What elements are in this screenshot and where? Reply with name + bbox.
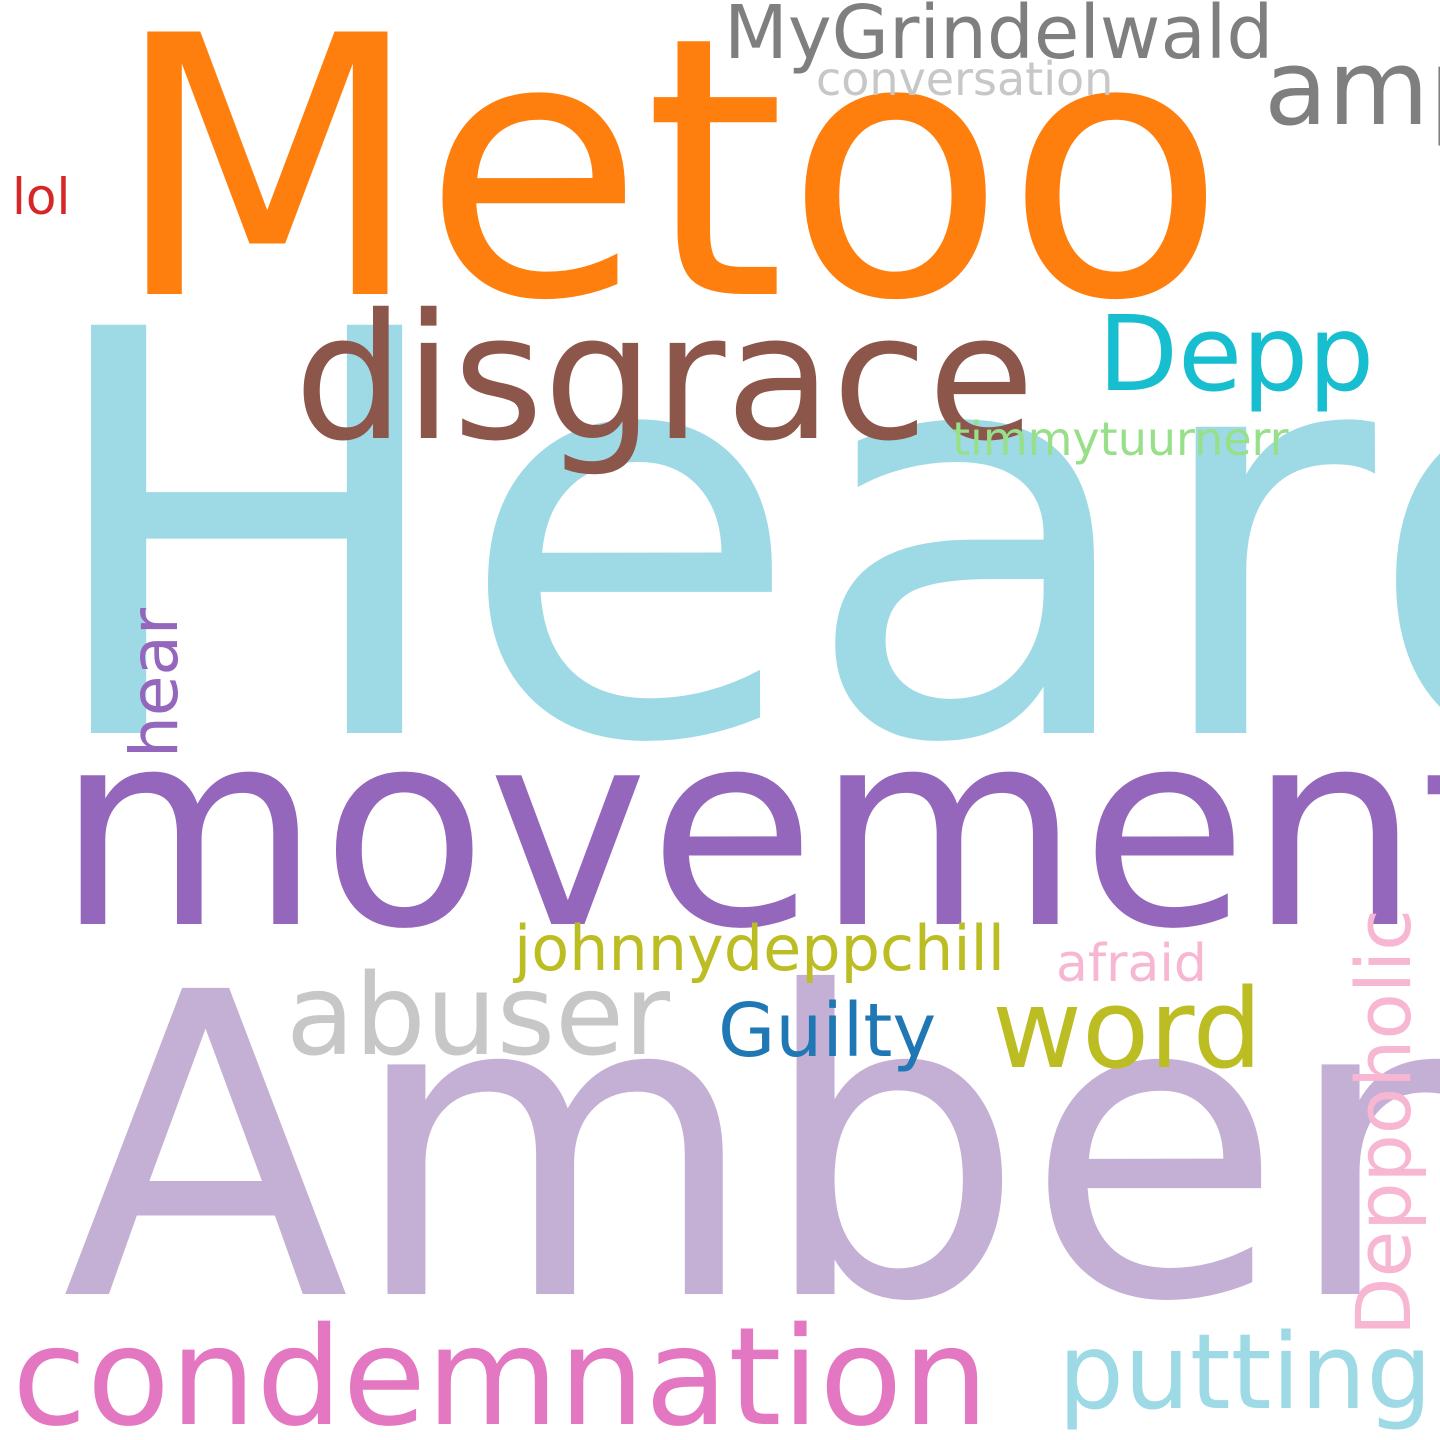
word-metoo: Metoo [112,0,1226,379]
word-johnnydeppchill: johnnydeppchill [514,912,1006,985]
word-depp: Depp [1098,293,1375,415]
word-deppoholic: Deppoholic [1339,909,1428,1336]
word-conversation: conversation [816,52,1114,106]
word-putting: putting [1058,1311,1433,1433]
word-hear: hear [116,607,193,758]
word-mygrindelwald: MyGrindelwald [724,0,1274,76]
word-guilty: Guilty [718,988,937,1074]
word-afraid: afraid [1056,934,1207,994]
word-amber: Amber [62,905,1440,1394]
word-heard: Heard [36,214,1440,866]
word-disgrace: disgrace [294,277,1035,480]
word-amp: amp [1264,27,1440,149]
word-abuser: abuser [286,951,671,1081]
word-movement: movement [56,673,1440,989]
word-timmytuurnerr: timmytuurnerr [952,412,1289,466]
word-lol: lol [12,168,71,226]
word-condemnation: condemnation [12,1299,989,1440]
word-word: word [992,965,1263,1093]
